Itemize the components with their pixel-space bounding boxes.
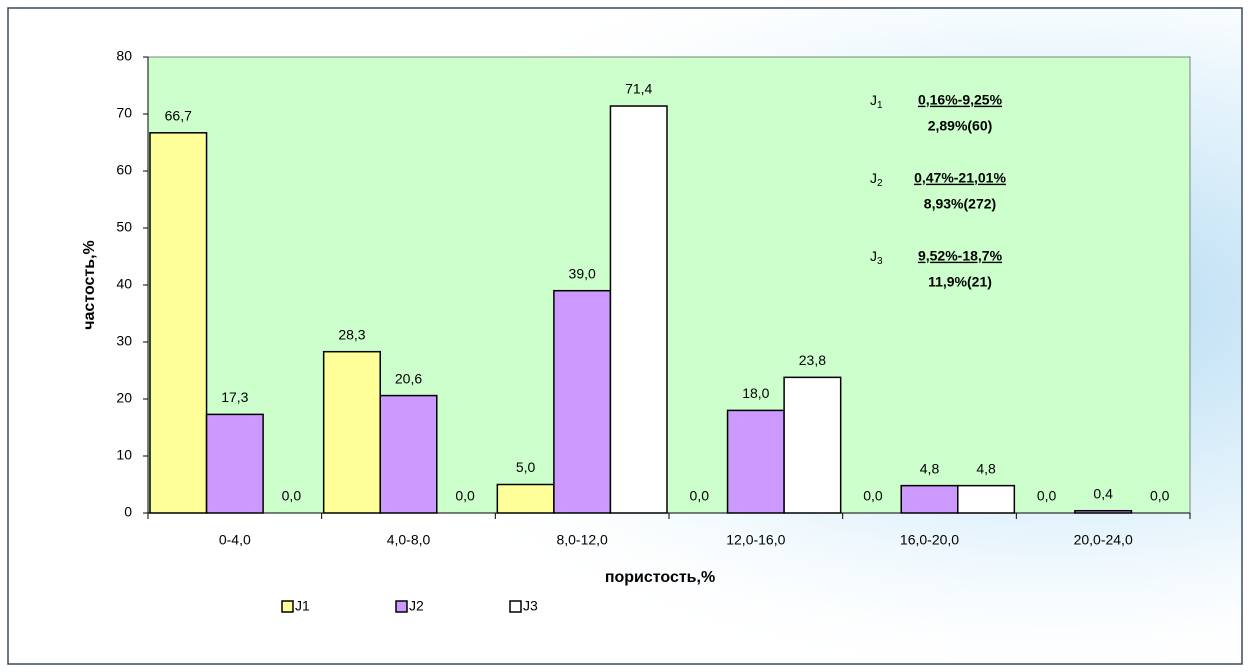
bar — [205, 413, 264, 514]
bar — [609, 105, 668, 514]
y-axis-title: частость,% — [81, 240, 98, 330]
annotation-summary: 8,93%(272) — [924, 196, 996, 212]
value-label: 17,3 — [221, 389, 248, 405]
value-label: 20,6 — [395, 370, 422, 386]
bar — [957, 484, 1016, 514]
annotation-name: J2 — [870, 170, 883, 189]
y-tick-label: 40 — [116, 276, 132, 292]
x-tick-label: 12,0-16,0 — [726, 532, 785, 548]
value-label: 0,0 — [455, 488, 475, 504]
value-label: 28,3 — [338, 326, 365, 342]
annotation-range: 0,16%-9,25% — [918, 92, 1003, 108]
y-tick-label: 60 — [116, 162, 132, 178]
y-tick-label: 80 — [116, 48, 132, 64]
annotation-range: 9,52%-18,7% — [918, 248, 1003, 264]
bar — [322, 350, 381, 514]
bar — [379, 394, 438, 514]
legend-swatch — [509, 600, 522, 613]
y-tick-label: 30 — [116, 333, 132, 349]
bar — [149, 132, 208, 514]
y-tick-label: 0 — [124, 504, 132, 520]
x-tick-label: 4,0-8,0 — [387, 532, 431, 548]
y-tick-label: 70 — [116, 105, 132, 121]
value-label: 39,0 — [569, 265, 596, 281]
plot-area — [147, 56, 1191, 514]
value-label: 0,0 — [1150, 488, 1170, 504]
annotation-letter: J — [870, 92, 877, 108]
chart-layer: 0 10 20 30 40 50 60 70 80 0-4,0 66,7 17,3 0,0 4,0-8,0… — [116, 48, 1191, 614]
value-label: 23,8 — [799, 352, 826, 368]
x-tick-label: 16,0-20,0 — [900, 532, 959, 548]
y-tick-label: 50 — [116, 219, 132, 235]
annotation-subscript: 1 — [877, 100, 883, 111]
annotation-summary: 11,9%(21) — [928, 274, 992, 290]
value-label: 18,0 — [742, 385, 769, 401]
value-label: 0,0 — [690, 488, 710, 504]
annotation-summary: 2,89%(60) — [928, 118, 993, 134]
y-tick-label: 10 — [116, 447, 132, 463]
annotation-letter: J — [870, 248, 877, 264]
annotation-name: J1 — [870, 92, 883, 111]
bar — [496, 483, 555, 514]
annotation-subscript: 2 — [877, 178, 883, 189]
annotation-subscript: 3 — [877, 256, 883, 267]
value-label: 4,8 — [920, 460, 940, 476]
value-label: 5,0 — [516, 459, 536, 475]
bar — [900, 484, 959, 514]
legend-swatch — [395, 600, 408, 613]
value-label: 0,0 — [1037, 488, 1057, 504]
legend-label: J1 — [295, 598, 310, 614]
x-tick-label: 8,0-12,0 — [556, 532, 608, 548]
y-tick-label: 20 — [116, 390, 132, 406]
bar — [726, 409, 785, 514]
value-label: 0,4 — [1093, 485, 1113, 501]
x-tick-label: 0-4,0 — [219, 532, 251, 548]
annotation-range: 0,47%-21,01% — [914, 170, 1006, 186]
value-label: 66,7 — [165, 108, 192, 124]
x-tick-label: 20,0-24,0 — [1074, 532, 1133, 548]
annotation-letter: J — [870, 170, 877, 186]
bar — [553, 289, 612, 514]
legend-label: J2 — [409, 598, 424, 614]
value-label: 71,4 — [625, 81, 652, 97]
x-axis-title: пористость,% — [605, 569, 715, 586]
legend-swatch — [281, 600, 294, 613]
value-label: 0,0 — [863, 488, 883, 504]
value-label: 4,8 — [976, 460, 996, 476]
legend-label: J3 — [523, 598, 538, 614]
bar — [783, 376, 842, 514]
annotation-name: J3 — [870, 248, 883, 267]
value-label: 0,0 — [282, 488, 302, 504]
bar — [1074, 509, 1133, 514]
